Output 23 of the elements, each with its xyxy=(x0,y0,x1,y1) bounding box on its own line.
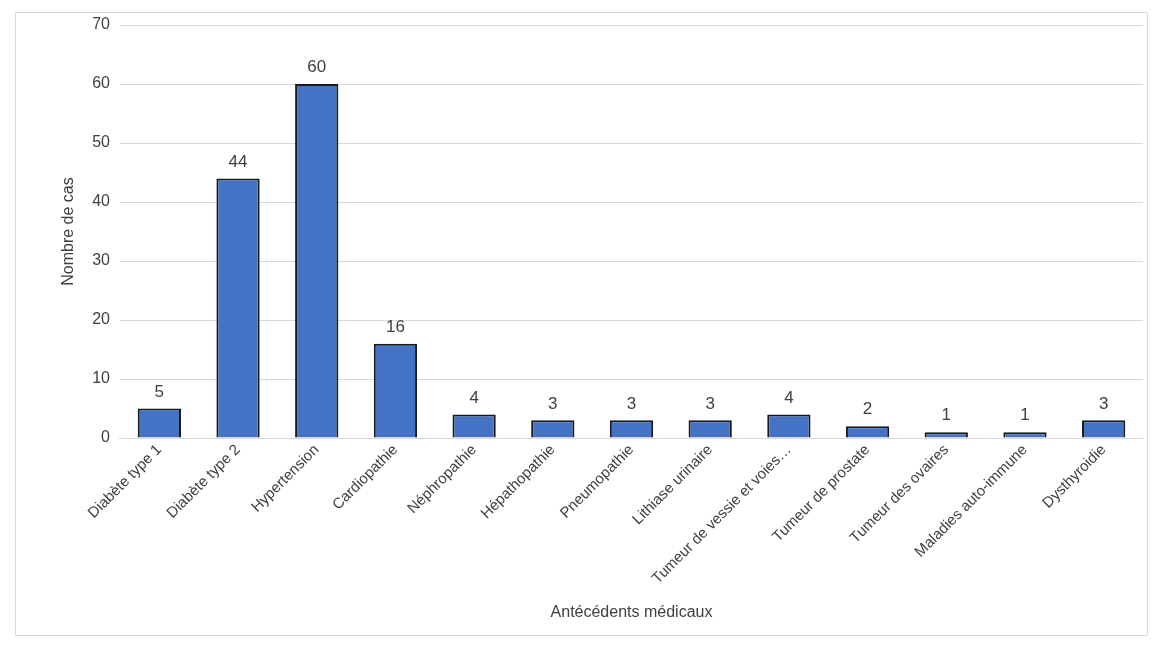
data-label: 1 xyxy=(1020,405,1030,425)
x-axis-title: Antécédents médicaux xyxy=(550,602,713,620)
data-label: 3 xyxy=(1098,393,1109,413)
data-label: 44 xyxy=(228,151,248,171)
y-tick-label: 30 xyxy=(92,251,111,269)
y-tick-label: 0 xyxy=(101,428,111,446)
data-label: 60 xyxy=(307,57,327,77)
data-label: 4 xyxy=(784,387,794,407)
y-tick-label: 50 xyxy=(92,133,111,151)
data-label: 5 xyxy=(154,381,165,401)
data-label: 2 xyxy=(862,399,873,419)
y-tick-label: 60 xyxy=(92,74,111,92)
data-label: 4 xyxy=(469,387,479,407)
data-label: 3 xyxy=(705,393,715,413)
y-tick-label: 70 xyxy=(92,15,111,33)
data-label: 1 xyxy=(941,405,951,425)
data-label: 16 xyxy=(385,316,405,336)
y-tick-label: 40 xyxy=(92,192,111,210)
y-axis-title: Nombre de cas xyxy=(59,177,77,286)
y-tick-label: 20 xyxy=(92,310,111,328)
data-label: 3 xyxy=(548,393,558,413)
y-tick-label: 10 xyxy=(92,369,111,387)
data-label: 3 xyxy=(626,393,637,413)
